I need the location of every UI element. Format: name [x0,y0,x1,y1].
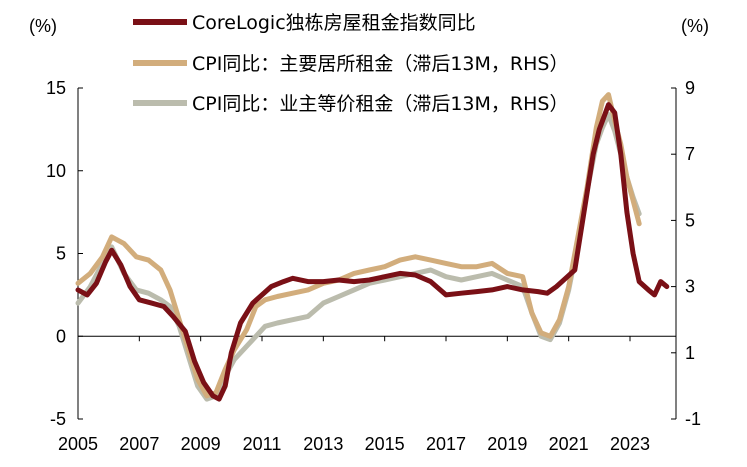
series-line-1 [75,102,670,402]
right-tick-label: 3 [685,277,695,297]
series-lines [75,92,670,402]
right-tick-label: 5 [685,210,695,230]
x-tick-label: 2013 [303,434,343,454]
x-tick-label: 2005 [58,434,98,454]
left-tick-label: 15 [46,78,66,98]
left-axis-ticks: -5 0 5 10 15 [46,78,83,429]
x-tick-label: 2017 [426,434,466,454]
x-tick-label: 2007 [119,434,159,454]
x-tick-label: 2019 [487,434,527,454]
right-axis-unit: (%) [681,16,709,36]
legend: CoreLogic独栋房屋租金指数同比 CPI同比：主要居所租金（滞后13M，RH… [133,12,568,115]
right-axis-ticks: -1 1 3 5 7 9 [671,78,701,429]
x-tick-label: 2023 [610,434,650,454]
left-tick-label: 10 [46,161,66,181]
legend-label-3: CPI同比：业主等价租金（滞后13M，RHS） [192,93,568,115]
right-tick-label: -1 [685,409,701,429]
left-axis-unit: (%) [29,16,57,36]
right-tick-label: 9 [685,78,695,98]
series-line-2 [75,92,642,399]
left-tick-label: -5 [50,409,66,429]
right-tick-label: 1 [685,343,695,363]
x-axis-ticks: 2005 2007 2009 2011 2013 2015 2017 2019 2021 2023 [58,336,650,454]
legend-label-2: CPI同比：主要居所租金（滞后13M，RHS） [192,53,568,75]
x-tick-label: 2011 [243,434,282,454]
left-tick-label: 0 [56,326,66,346]
series-line-3 [75,112,642,402]
left-tick-label: 5 [56,244,66,264]
x-tick-label: 2021 [549,434,589,454]
legend-label-1: CoreLogic独栋房屋租金指数同比 [192,12,476,34]
x-tick-label: 2009 [181,434,221,454]
right-tick-label: 7 [685,144,695,164]
x-tick-label: 2015 [365,434,405,454]
